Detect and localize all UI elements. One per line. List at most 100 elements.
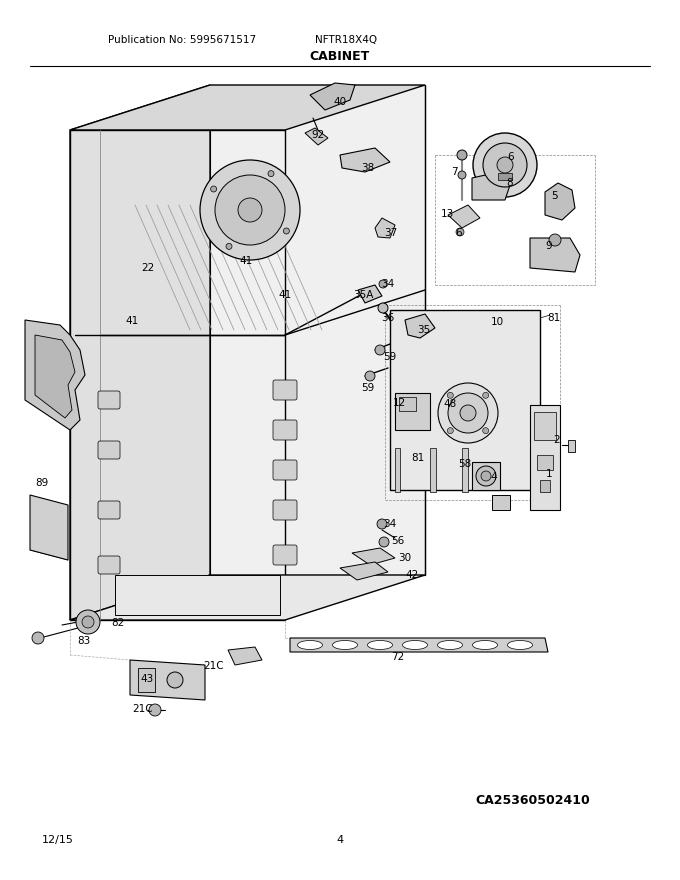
Text: 12: 12 (392, 398, 406, 408)
Text: 5: 5 (551, 191, 558, 201)
Polygon shape (375, 218, 395, 238)
Text: 36: 36 (381, 313, 394, 323)
Text: 41: 41 (239, 256, 253, 266)
Text: 43: 43 (140, 674, 154, 684)
Circle shape (456, 228, 464, 236)
Polygon shape (290, 638, 548, 652)
Circle shape (549, 234, 561, 246)
Text: 81: 81 (411, 453, 424, 463)
Text: 59: 59 (361, 383, 375, 393)
Text: 34: 34 (384, 519, 396, 529)
Polygon shape (399, 397, 416, 411)
Circle shape (375, 345, 385, 355)
Polygon shape (492, 495, 510, 510)
Polygon shape (70, 85, 210, 620)
Ellipse shape (333, 641, 358, 649)
Polygon shape (390, 310, 540, 490)
Polygon shape (395, 393, 430, 430)
Circle shape (481, 471, 491, 481)
Text: 92: 92 (311, 130, 324, 140)
Circle shape (483, 428, 489, 434)
Circle shape (447, 428, 454, 434)
Ellipse shape (473, 641, 498, 649)
Text: 72: 72 (392, 652, 405, 662)
Polygon shape (472, 462, 500, 490)
FancyBboxPatch shape (98, 501, 120, 519)
Text: 83: 83 (78, 636, 90, 646)
Text: 37: 37 (384, 228, 398, 238)
Polygon shape (472, 174, 510, 200)
Polygon shape (358, 285, 382, 303)
Ellipse shape (403, 641, 428, 649)
Text: 81: 81 (547, 313, 560, 323)
Text: 21C: 21C (204, 661, 224, 671)
Text: 10: 10 (490, 317, 504, 327)
Polygon shape (70, 575, 425, 620)
FancyBboxPatch shape (273, 545, 297, 565)
Polygon shape (430, 448, 436, 492)
Ellipse shape (298, 641, 322, 649)
FancyBboxPatch shape (273, 380, 297, 400)
FancyBboxPatch shape (98, 391, 120, 409)
Polygon shape (115, 575, 280, 615)
Text: 6: 6 (508, 152, 514, 162)
Polygon shape (138, 668, 155, 692)
Text: 4: 4 (337, 835, 343, 845)
Polygon shape (310, 83, 355, 110)
Text: 9: 9 (545, 241, 552, 251)
Text: 38: 38 (361, 163, 375, 173)
Circle shape (149, 704, 161, 716)
Polygon shape (30, 495, 68, 560)
Text: NFTR18X4Q: NFTR18X4Q (315, 35, 377, 45)
Text: 21C: 21C (133, 704, 153, 714)
Polygon shape (534, 412, 556, 440)
Text: 1: 1 (545, 469, 552, 479)
Text: 6: 6 (456, 228, 462, 238)
Text: 41: 41 (125, 316, 139, 326)
Polygon shape (130, 660, 205, 700)
Text: CA25360502410: CA25360502410 (475, 794, 590, 806)
Text: 58: 58 (458, 459, 472, 469)
Circle shape (215, 175, 285, 245)
Polygon shape (530, 238, 580, 272)
Circle shape (76, 610, 100, 634)
Circle shape (497, 157, 513, 173)
Text: 22: 22 (141, 263, 154, 273)
Text: 48: 48 (443, 399, 457, 409)
Text: 89: 89 (35, 478, 49, 488)
Text: 35: 35 (418, 325, 430, 335)
Circle shape (483, 143, 527, 187)
Text: 7: 7 (451, 167, 458, 177)
Text: 56: 56 (392, 536, 405, 546)
FancyBboxPatch shape (273, 460, 297, 480)
Text: 2: 2 (554, 435, 560, 445)
Circle shape (238, 198, 262, 222)
Polygon shape (340, 148, 390, 172)
Text: 4: 4 (491, 472, 497, 482)
Text: 41: 41 (278, 290, 292, 300)
Circle shape (379, 280, 387, 288)
Text: 42: 42 (405, 570, 419, 580)
Polygon shape (448, 205, 480, 228)
Text: CABINET: CABINET (310, 50, 370, 63)
Circle shape (483, 392, 489, 399)
Circle shape (365, 371, 375, 381)
Circle shape (438, 383, 498, 443)
Polygon shape (462, 448, 468, 492)
Polygon shape (305, 128, 328, 145)
Polygon shape (395, 448, 400, 492)
Text: 34: 34 (381, 279, 394, 289)
Circle shape (378, 303, 388, 313)
Ellipse shape (437, 641, 462, 649)
Circle shape (379, 537, 389, 547)
Polygon shape (340, 562, 388, 580)
Text: 59: 59 (384, 352, 396, 362)
Text: 13: 13 (441, 209, 454, 219)
Circle shape (476, 466, 496, 486)
Ellipse shape (507, 641, 532, 649)
Text: Publication No: 5995671517: Publication No: 5995671517 (108, 35, 256, 45)
Polygon shape (537, 455, 553, 470)
FancyBboxPatch shape (98, 441, 120, 459)
Polygon shape (545, 183, 575, 220)
Circle shape (268, 171, 274, 177)
